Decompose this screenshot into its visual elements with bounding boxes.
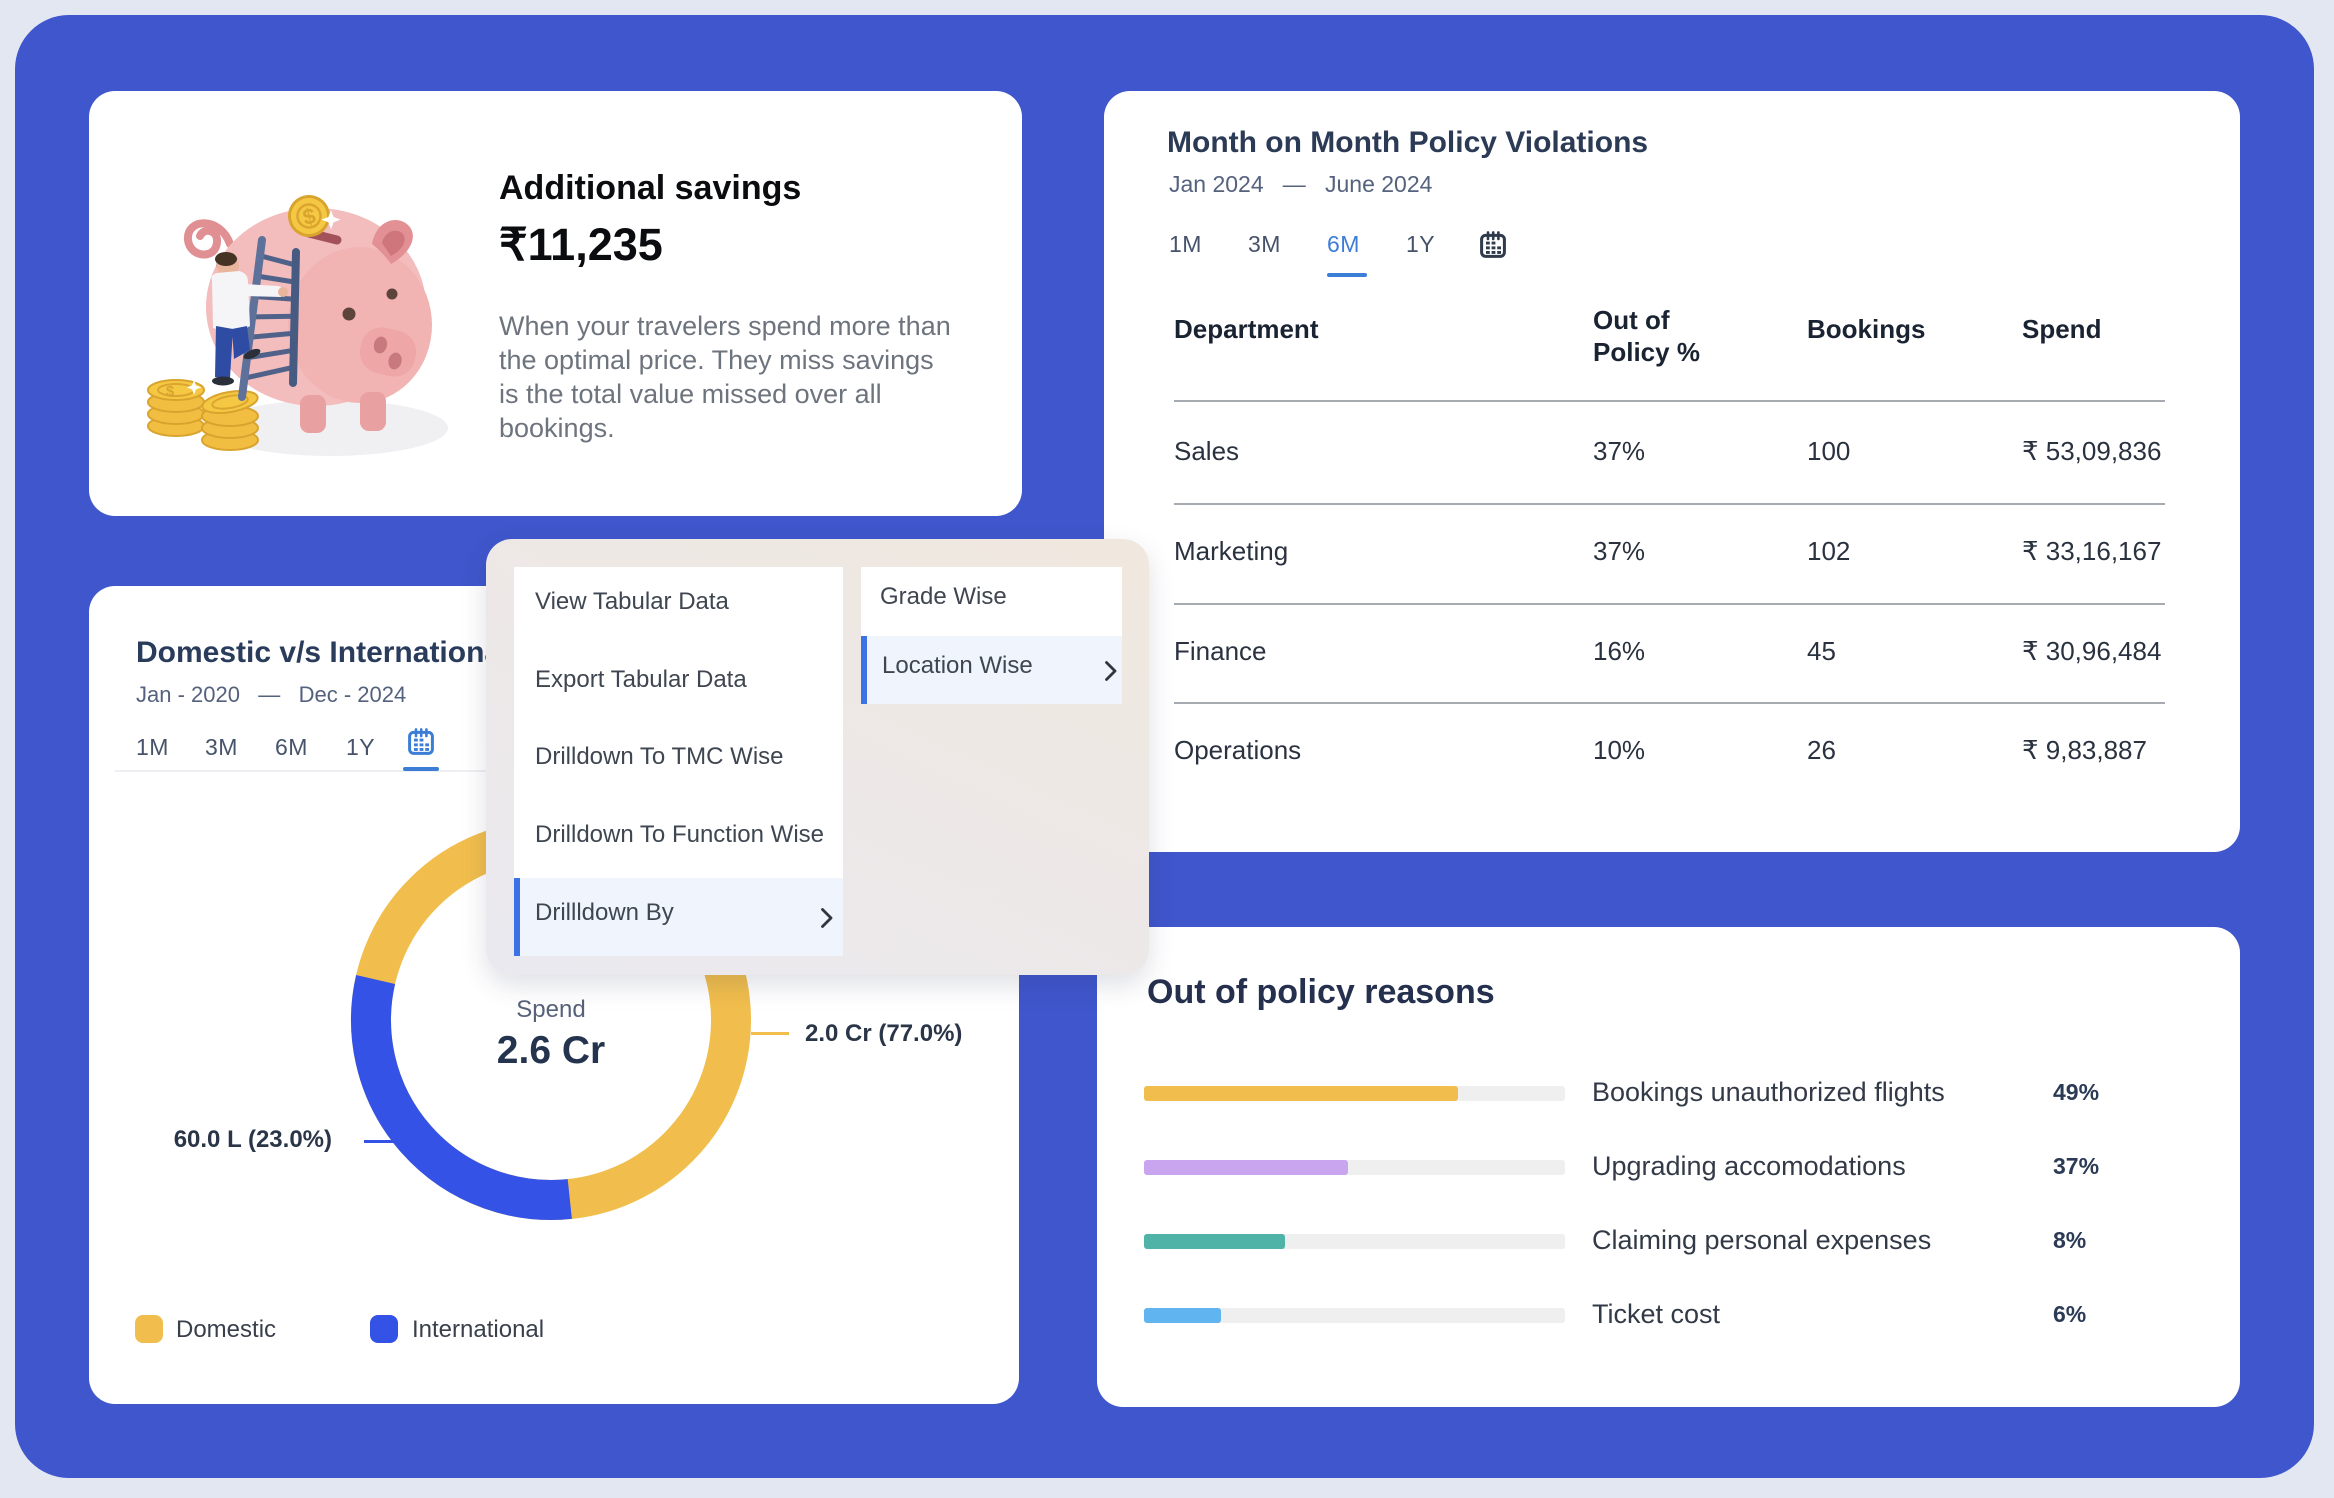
svg-text:$: $ — [300, 203, 318, 230]
svg-text:$: $ — [166, 383, 175, 400]
